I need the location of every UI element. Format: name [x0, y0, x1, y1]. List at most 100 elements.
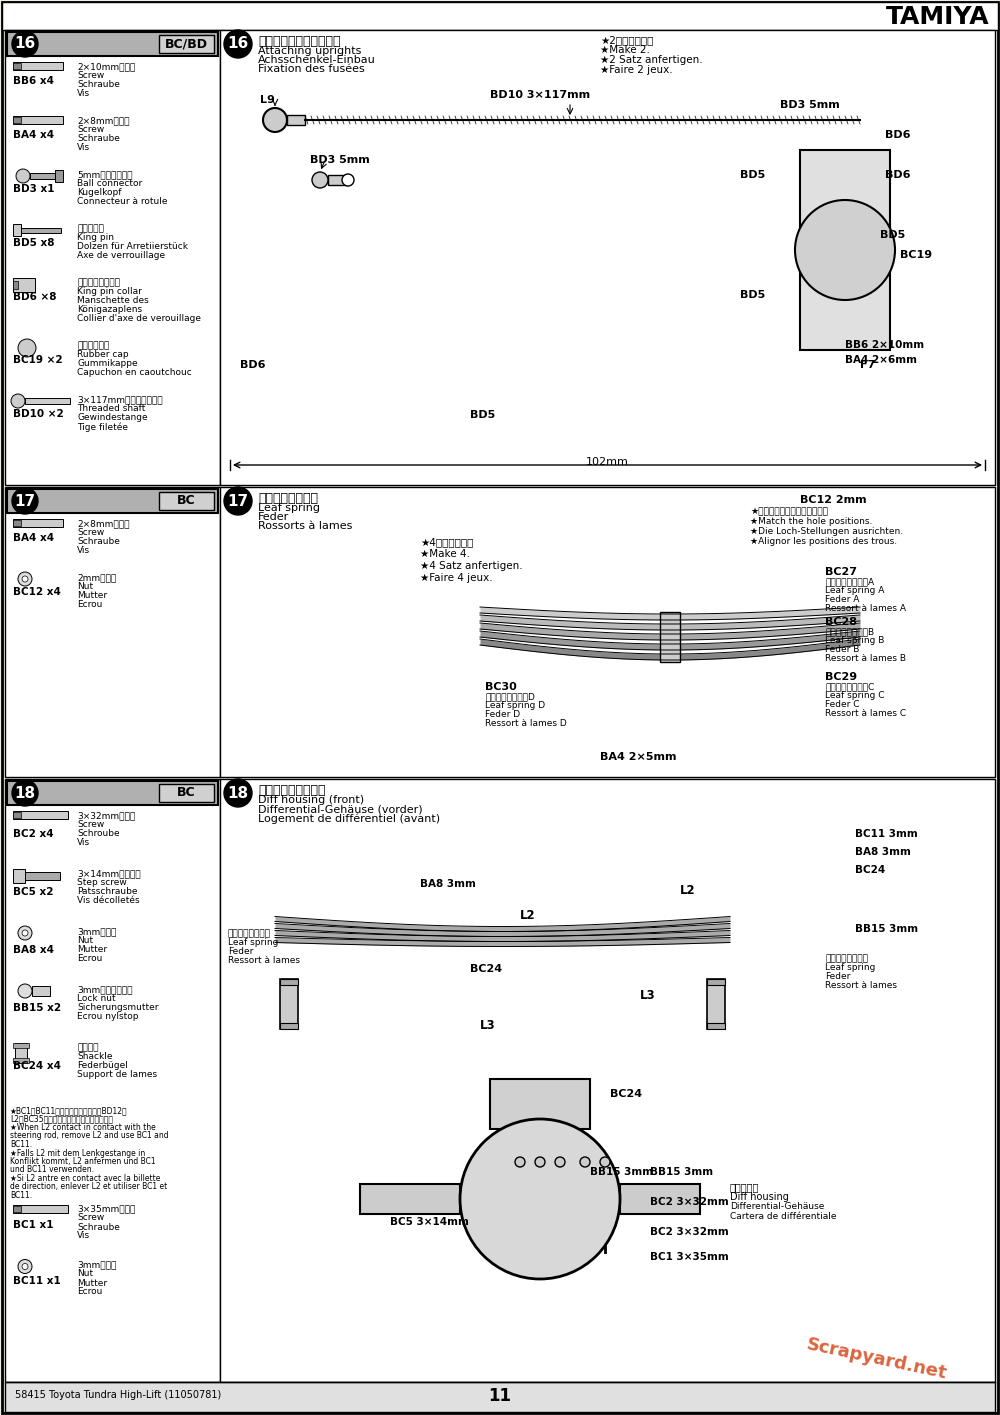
Text: 58415 Toyota Tundra High-Lift (11050781): 58415 Toyota Tundra High-Lift (11050781) — [15, 1390, 221, 1399]
Text: Patsschraube: Patsschraube — [77, 887, 138, 896]
Text: Differential-Gehäuse (vorder): Differential-Gehäuse (vorder) — [258, 804, 423, 814]
Text: 102mm: 102mm — [586, 457, 628, 467]
Text: BC11 x1: BC11 x1 — [13, 1276, 61, 1286]
Text: Mutter: Mutter — [77, 1279, 107, 1288]
Text: Vis: Vis — [77, 143, 90, 151]
Text: Feder: Feder — [825, 972, 850, 981]
Text: Screw: Screw — [77, 125, 104, 134]
Text: und BC11 verwenden.: und BC11 verwenden. — [10, 1166, 94, 1174]
Bar — [13, 224, 21, 236]
Bar — [490, 1080, 590, 1129]
Circle shape — [555, 1157, 565, 1167]
Text: 3×32mm丸ビス: 3×32mm丸ビス — [77, 811, 135, 821]
Text: BD5 x8: BD5 x8 — [13, 238, 54, 248]
Text: F7: F7 — [860, 359, 875, 369]
Text: BA8 3mm: BA8 3mm — [420, 879, 476, 889]
Text: BC24: BC24 — [470, 964, 502, 974]
Text: リーフスプリングC: リーフスプリングC — [825, 682, 874, 691]
Bar — [159, 35, 214, 52]
Text: ★4 Satz anfertigen.: ★4 Satz anfertigen. — [420, 560, 523, 572]
Text: BD6: BD6 — [885, 130, 910, 140]
Text: L2、BC35に干渉する場合に取り外します。: L2、BC35に干渉する場合に取り外します。 — [10, 1115, 113, 1124]
Text: Feder A: Feder A — [825, 594, 859, 604]
Text: Lock nut: Lock nut — [77, 993, 116, 1003]
Text: Nut: Nut — [77, 1269, 93, 1279]
Bar — [707, 979, 725, 1029]
Text: Gummikappe: Gummikappe — [77, 359, 138, 368]
Bar — [32, 986, 50, 996]
Text: Differential-Gehäuse: Differential-Gehäuse — [730, 1201, 824, 1211]
Text: Schraube: Schraube — [77, 134, 120, 143]
Text: シャクル: シャクル — [77, 1043, 98, 1051]
Circle shape — [22, 576, 28, 582]
Text: 3×14mm段付ビス: 3×14mm段付ビス — [77, 869, 141, 877]
Text: BC5 x2: BC5 x2 — [13, 887, 54, 897]
Bar — [7, 490, 218, 514]
Text: Logement de différentiel (avant): Logement de différentiel (avant) — [258, 814, 440, 824]
Circle shape — [515, 1157, 525, 1167]
Text: BD3 5mm: BD3 5mm — [310, 156, 370, 166]
Text: BC30: BC30 — [485, 682, 517, 692]
Text: BC/BD: BC/BD — [165, 38, 208, 51]
Circle shape — [535, 1157, 545, 1167]
Text: Ecrou: Ecrou — [77, 1288, 102, 1296]
Text: Shackle: Shackle — [77, 1051, 112, 1061]
Text: Cartera de différentiale: Cartera de différentiale — [730, 1213, 836, 1221]
Bar — [220, 487, 995, 777]
Text: Schraube: Schraube — [77, 538, 120, 546]
Text: BD6 ×8: BD6 ×8 — [13, 291, 56, 301]
Text: BD10 ×2: BD10 ×2 — [13, 409, 64, 419]
Bar — [280, 979, 298, 985]
Text: 3mmナット: 3mmナット — [77, 1261, 116, 1269]
Text: King pin collar: King pin collar — [77, 287, 142, 296]
Text: BB15 3mm: BB15 3mm — [855, 924, 918, 934]
Text: Feder C: Feder C — [825, 700, 860, 709]
Text: BB6 x4: BB6 x4 — [13, 76, 54, 86]
Text: 2×10mm丸ビス: 2×10mm丸ビス — [77, 62, 135, 71]
Text: キングピンカラー: キングピンカラー — [77, 277, 120, 287]
Text: BC: BC — [177, 787, 196, 799]
Text: Leaf spring D: Leaf spring D — [485, 700, 545, 710]
Text: Screw: Screw — [77, 1214, 104, 1223]
Text: BD10 3×117mm: BD10 3×117mm — [490, 91, 590, 100]
Text: ★Match the hole positions.: ★Match the hole positions. — [750, 516, 872, 526]
Bar — [220, 30, 995, 485]
Bar — [7, 781, 218, 805]
Text: L9: L9 — [260, 95, 275, 105]
Text: Tige filetée: Tige filetée — [77, 422, 128, 432]
Text: Sicherungsmutter: Sicherungsmutter — [77, 1003, 158, 1012]
Text: 2×8mm丸ビス: 2×8mm丸ビス — [77, 519, 130, 528]
Text: Screw: Screw — [77, 71, 104, 81]
Text: BC27: BC27 — [825, 567, 857, 577]
Text: BC2 3×32mm: BC2 3×32mm — [650, 1197, 729, 1207]
Text: Ressort à lames A: Ressort à lames A — [825, 604, 906, 613]
Text: BD3 5mm: BD3 5mm — [780, 100, 840, 110]
Text: L3: L3 — [640, 989, 656, 1002]
Text: de direction, enlever L2 et utiliser BC1 et: de direction, enlever L2 et utiliser BC1… — [10, 1183, 167, 1191]
Text: 18: 18 — [227, 785, 249, 801]
Text: Scrapyard.net: Scrapyard.net — [805, 1334, 949, 1382]
Text: リーフスプリングB: リーフスプリングB — [825, 627, 874, 635]
Text: BA4 x4: BA4 x4 — [13, 533, 54, 543]
Text: ★BC1とBC11はステアリングロッドBD12が: ★BC1とBC11はステアリングロッドBD12が — [10, 1107, 128, 1115]
Text: ★Si L2 antre en contact avec la billette: ★Si L2 antre en contact avec la billette — [10, 1174, 160, 1183]
Bar — [55, 170, 63, 183]
Bar — [13, 519, 21, 526]
Circle shape — [12, 31, 38, 57]
Text: 3×117mm両ネジシャフト: 3×117mm両ネジシャフト — [77, 395, 163, 405]
Bar — [13, 811, 68, 819]
Text: BD6: BD6 — [240, 359, 266, 369]
Text: 5mmピロ－ボール: 5mmピロ－ボール — [77, 170, 132, 180]
Text: Vis: Vis — [77, 89, 90, 98]
Text: 18: 18 — [14, 785, 36, 801]
Text: BD5: BD5 — [740, 170, 765, 180]
Text: ★穴位置を合わせてください。: ★穴位置を合わせてください。 — [750, 507, 828, 516]
Bar — [2, 1, 998, 30]
Bar — [287, 115, 305, 125]
Circle shape — [224, 30, 252, 58]
Text: ★4個作ります。: ★4個作ります。 — [420, 538, 473, 548]
Circle shape — [16, 168, 30, 183]
Text: Ecrou: Ecrou — [77, 600, 102, 608]
Text: Ressort à lames C: Ressort à lames C — [825, 709, 906, 717]
Text: steering rod, remove L2 and use BC1 and: steering rod, remove L2 and use BC1 and — [10, 1132, 169, 1140]
